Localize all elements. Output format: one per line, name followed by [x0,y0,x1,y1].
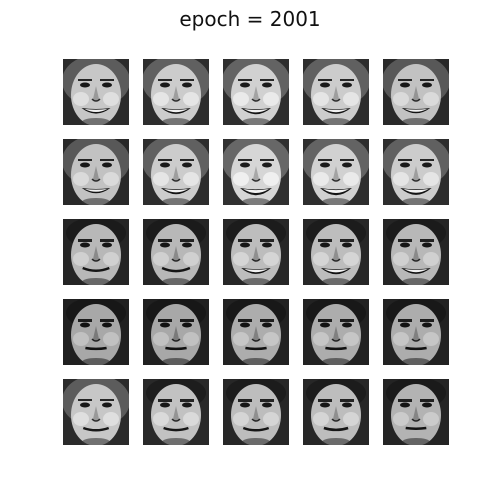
face-thumbnail [303,299,369,365]
face-thumbnail [143,299,209,365]
face-image [303,139,369,205]
face-thumbnail [63,59,129,125]
face-thumbnail [303,379,369,445]
face-image [223,379,289,445]
face-thumbnail [383,379,449,445]
face-thumbnail [223,59,289,125]
face-thumbnail [383,219,449,285]
face-thumbnail [223,219,289,285]
face-image [63,379,129,445]
face-thumbnail [223,139,289,205]
face-image [303,299,369,365]
face-image [143,59,209,125]
face-thumbnail [383,139,449,205]
face-image [383,379,449,445]
face-image [223,299,289,365]
face-image [63,59,129,125]
face-image [63,139,129,205]
face-image [223,59,289,125]
face-thumbnail [303,219,369,285]
face-thumbnail [143,59,209,125]
face-image [143,139,209,205]
face-thumbnail [303,139,369,205]
face-thumbnail [63,219,129,285]
face-thumbnail [143,379,209,445]
face-thumbnail [383,299,449,365]
figure-title: epoch = 2001 [179,7,321,31]
face-image [223,139,289,205]
face-thumbnail [223,379,289,445]
face-thumbnail [63,299,129,365]
face-image [303,59,369,125]
face-image [383,299,449,365]
face-thumbnail [143,219,209,285]
face-image [383,219,449,285]
face-thumbnail [143,139,209,205]
face-image [223,219,289,285]
face-image [383,59,449,125]
face-image [63,299,129,365]
face-thumbnail [383,59,449,125]
face-image [143,219,209,285]
face-thumbnail [63,379,129,445]
face-image [63,219,129,285]
face-thumbnail [303,59,369,125]
face-thumbnail [223,299,289,365]
face-image [303,219,369,285]
face-thumbnail [63,139,129,205]
face-image [303,379,369,445]
face-image [143,299,209,365]
face-image [143,379,209,445]
face-image [383,139,449,205]
